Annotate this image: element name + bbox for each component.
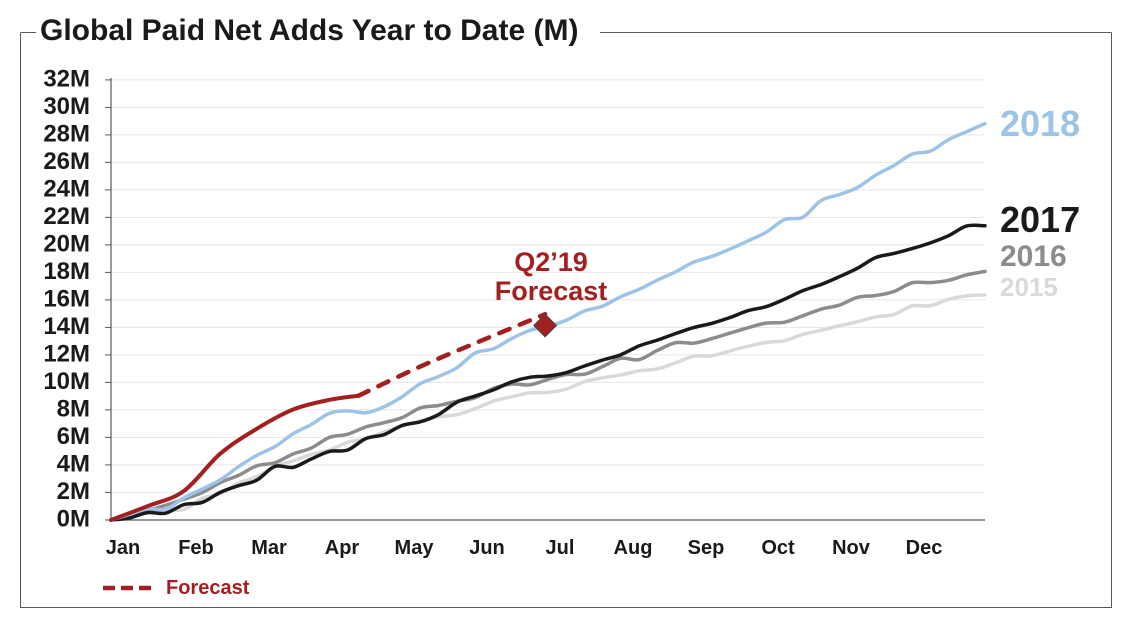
svg-text:28M: 28M [43,120,90,147]
svg-text:32M: 32M [43,65,90,92]
svg-text:2015: 2015 [1000,272,1058,302]
svg-text:18M: 18M [43,258,90,285]
svg-text:Apr: Apr [325,537,360,559]
svg-text:2016: 2016 [1000,240,1067,273]
svg-text:May: May [395,537,435,559]
svg-text:Nov: Nov [832,537,871,559]
svg-text:24M: 24M [43,175,90,202]
svg-text:Global Paid Net Adds Year to D: Global Paid Net Adds Year to Date (M) [40,14,578,47]
svg-text:Aug: Aug [614,537,653,559]
svg-text:Forecast: Forecast [495,276,608,306]
svg-text:2017: 2017 [1000,199,1080,240]
svg-text:Jul: Jul [546,537,575,559]
svg-text:20M: 20M [43,230,90,257]
svg-text:10M: 10M [43,368,90,395]
svg-text:8M: 8M [57,395,90,422]
svg-text:Oct: Oct [761,537,795,559]
svg-text:Mar: Mar [251,537,287,559]
svg-text:2M: 2M [57,478,90,505]
svg-text:4M: 4M [57,450,90,477]
svg-text:30M: 30M [43,93,90,120]
svg-text:6M: 6M [57,423,90,450]
svg-text:14M: 14M [43,313,90,340]
svg-text:Forecast: Forecast [166,577,250,599]
svg-text:16M: 16M [43,285,90,312]
svg-text:Sep: Sep [688,537,725,559]
svg-text:2018: 2018 [1000,103,1080,144]
svg-text:12M: 12M [43,340,90,367]
svg-text:Dec: Dec [906,537,943,559]
svg-text:Jan: Jan [106,537,140,559]
svg-text:Q2’19: Q2’19 [514,247,588,277]
svg-text:22M: 22M [43,203,90,230]
svg-text:Feb: Feb [178,537,214,559]
svg-text:0M: 0M [57,506,90,533]
svg-text:26M: 26M [43,148,90,175]
svg-text:Jun: Jun [469,537,505,559]
